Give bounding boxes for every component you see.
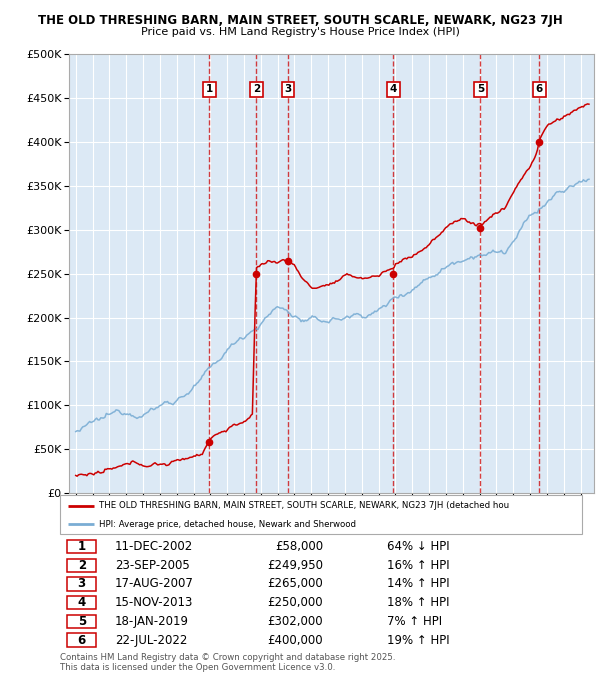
Text: 7% ↑ HPI: 7% ↑ HPI xyxy=(386,615,442,628)
Text: 4: 4 xyxy=(77,596,86,609)
Text: HPI: Average price, detached house, Newark and Sherwood: HPI: Average price, detached house, Newa… xyxy=(99,520,356,529)
Text: 14% ↑ HPI: 14% ↑ HPI xyxy=(386,577,449,590)
Text: 6: 6 xyxy=(536,84,543,95)
Text: THE OLD THRESHING BARN, MAIN STREET, SOUTH SCARLE, NEWARK, NG23 7JH: THE OLD THRESHING BARN, MAIN STREET, SOU… xyxy=(38,14,562,27)
Text: Contains HM Land Registry data © Crown copyright and database right 2025.
This d: Contains HM Land Registry data © Crown c… xyxy=(60,653,395,673)
FancyBboxPatch shape xyxy=(67,577,96,591)
Text: £400,000: £400,000 xyxy=(268,634,323,647)
FancyBboxPatch shape xyxy=(67,558,96,572)
Text: 3: 3 xyxy=(77,577,86,590)
Text: 16% ↑ HPI: 16% ↑ HPI xyxy=(386,559,449,572)
Text: 18-JAN-2019: 18-JAN-2019 xyxy=(115,615,189,628)
Text: £302,000: £302,000 xyxy=(268,615,323,628)
Text: 18% ↑ HPI: 18% ↑ HPI xyxy=(386,596,449,609)
Text: 11-DEC-2002: 11-DEC-2002 xyxy=(115,540,193,553)
Text: 1: 1 xyxy=(77,540,86,553)
Text: £249,950: £249,950 xyxy=(267,559,323,572)
FancyBboxPatch shape xyxy=(67,540,96,554)
Text: 19% ↑ HPI: 19% ↑ HPI xyxy=(386,634,449,647)
FancyBboxPatch shape xyxy=(60,495,582,534)
Text: 1: 1 xyxy=(206,84,213,95)
Text: 2: 2 xyxy=(77,559,86,572)
Text: 23-SEP-2005: 23-SEP-2005 xyxy=(115,559,190,572)
Text: 22-JUL-2022: 22-JUL-2022 xyxy=(115,634,187,647)
Text: 6: 6 xyxy=(77,634,86,647)
Text: £265,000: £265,000 xyxy=(268,577,323,590)
Text: £250,000: £250,000 xyxy=(268,596,323,609)
Text: 3: 3 xyxy=(284,84,292,95)
Text: 4: 4 xyxy=(390,84,397,95)
Text: 15-NOV-2013: 15-NOV-2013 xyxy=(115,596,193,609)
Text: 64% ↓ HPI: 64% ↓ HPI xyxy=(386,540,449,553)
FancyBboxPatch shape xyxy=(67,596,96,609)
Text: 5: 5 xyxy=(477,84,484,95)
Text: THE OLD THRESHING BARN, MAIN STREET, SOUTH SCARLE, NEWARK, NG23 7JH (detached ho: THE OLD THRESHING BARN, MAIN STREET, SOU… xyxy=(99,501,509,511)
Text: 5: 5 xyxy=(77,615,86,628)
Text: 17-AUG-2007: 17-AUG-2007 xyxy=(115,577,194,590)
FancyBboxPatch shape xyxy=(67,633,96,647)
Text: Price paid vs. HM Land Registry's House Price Index (HPI): Price paid vs. HM Land Registry's House … xyxy=(140,27,460,37)
Text: 2: 2 xyxy=(253,84,260,95)
Text: £58,000: £58,000 xyxy=(275,540,323,553)
FancyBboxPatch shape xyxy=(67,615,96,628)
